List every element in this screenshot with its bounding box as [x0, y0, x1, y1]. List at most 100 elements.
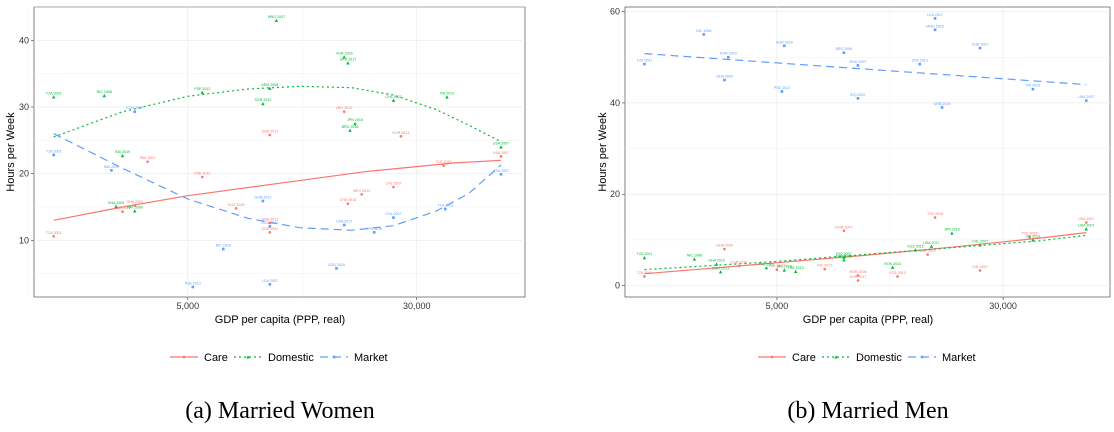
point-label: JPN 2016 — [366, 227, 382, 231]
point-market — [723, 78, 726, 82]
legend-marker-domestic — [834, 355, 838, 359]
point-label: ARM 2008 — [261, 83, 278, 87]
point-label: GHA 2010 — [708, 259, 725, 263]
point-domestic — [929, 244, 934, 248]
point-market — [110, 169, 113, 172]
point-label: KGZ 2013 — [889, 271, 905, 275]
point-care — [360, 193, 364, 196]
point-domestic — [348, 128, 352, 132]
point-label: ROK 2013 — [884, 262, 901, 266]
point-domestic — [499, 145, 503, 149]
point-domestic — [1084, 227, 1088, 231]
point-care — [392, 185, 395, 189]
point-label: URY 2013 — [336, 106, 352, 110]
point-market — [133, 110, 137, 113]
plot-background — [624, 6, 1111, 298]
point-label: NIC 1998 — [97, 90, 112, 94]
point-care — [856, 274, 860, 277]
point-care — [442, 164, 445, 167]
point-domestic — [51, 95, 56, 99]
point-label: TTA 2013 — [438, 204, 453, 208]
y-tick-label: 10 — [19, 235, 29, 245]
point-label: GHA 2009 — [126, 200, 143, 204]
fit-lines — [53, 85, 502, 231]
point-market — [221, 247, 225, 251]
y-tick-label: 40 — [19, 35, 29, 45]
y-tick-label: 60 — [610, 7, 620, 17]
point-label: BGR 2013 — [712, 266, 729, 270]
point-care — [933, 216, 937, 219]
point-label: BRG 2008 — [836, 47, 853, 51]
legend-marker-care — [182, 355, 186, 359]
point-label: CGU 2015 — [328, 263, 345, 267]
point-care — [978, 269, 982, 272]
legend: Care Domestic Market — [758, 352, 976, 364]
fit-line-domestic — [53, 85, 502, 143]
x-axis-title: GDP per capita (PPP, real) — [215, 314, 345, 326]
point-market — [856, 97, 860, 100]
point-domestic — [261, 101, 265, 106]
point-care — [499, 155, 503, 158]
point-market — [918, 62, 922, 66]
point-label: CHL 2007 — [385, 212, 401, 216]
y-tick-label: 30 — [19, 102, 29, 112]
point-market — [342, 223, 346, 227]
point-domestic — [353, 121, 357, 126]
point-domestic — [913, 248, 918, 252]
point-label: KGZ 2015 — [907, 244, 923, 248]
y-tick-label: 40 — [610, 98, 620, 108]
point-domestic — [714, 262, 719, 266]
legend: Care Domestic Market — [170, 352, 388, 364]
point-care — [823, 267, 827, 271]
point-label: IRQ 2007 — [850, 93, 865, 97]
point-label: CHL 2007 — [385, 182, 401, 186]
point-market — [261, 199, 265, 203]
point-care — [399, 135, 403, 138]
point-care — [268, 133, 272, 137]
point-label: MNG 2016 — [926, 24, 943, 28]
point-market — [940, 106, 944, 109]
point-label: KOR 2019 — [126, 106, 143, 110]
point-label: BGR 2008 — [850, 270, 867, 274]
point-label: IND 2019 — [104, 165, 119, 169]
point-care — [926, 253, 929, 256]
point-domestic — [120, 153, 125, 158]
point-label: USA 2017 — [336, 220, 352, 224]
x-tick-label: 30,000 — [403, 301, 431, 311]
point-domestic — [1031, 238, 1035, 242]
point-care — [896, 275, 899, 278]
x-tick-label: 5,000 — [766, 301, 789, 311]
legend-label-market: Market — [354, 352, 388, 364]
point-market — [933, 28, 937, 32]
point-label: ITA 2013 — [440, 92, 454, 96]
point-label: PSE 2013 — [185, 282, 201, 286]
point-market — [643, 62, 646, 66]
point-label: TCE 2015 — [1021, 232, 1037, 236]
point-label: USA 2007 — [1078, 223, 1094, 227]
point-care — [268, 231, 272, 234]
fit-lines — [644, 53, 1087, 275]
point-label: KOR 2019 — [720, 52, 737, 56]
point-domestic — [950, 231, 954, 235]
data-points: TZA 2001 GHA 2009 KOR 2019 PAK 2007 NIC 2017… — [637, 13, 1094, 282]
legend-label-care: Care — [792, 352, 816, 364]
point-label: MNG 2007 — [268, 15, 285, 19]
point-label: TZA 2001 — [637, 271, 653, 275]
point-care — [723, 247, 726, 251]
grid-lines — [618, 7, 1110, 297]
point-market — [443, 207, 447, 211]
point-care — [842, 229, 846, 233]
point-domestic — [642, 256, 647, 260]
point-label: GHA 2009 — [716, 244, 733, 248]
point-label: ARM 2008 — [835, 255, 852, 259]
point-label: ITA 2015 — [1026, 84, 1040, 88]
point-domestic — [978, 243, 982, 247]
fit-line-domestic — [644, 234, 1087, 271]
point-domestic — [346, 61, 350, 65]
point-domestic — [764, 266, 769, 270]
point-label: TZA 2001 — [637, 59, 653, 63]
point-domestic — [200, 90, 205, 94]
fit-line-care — [53, 159, 502, 221]
y-tick-label: 20 — [19, 169, 29, 179]
